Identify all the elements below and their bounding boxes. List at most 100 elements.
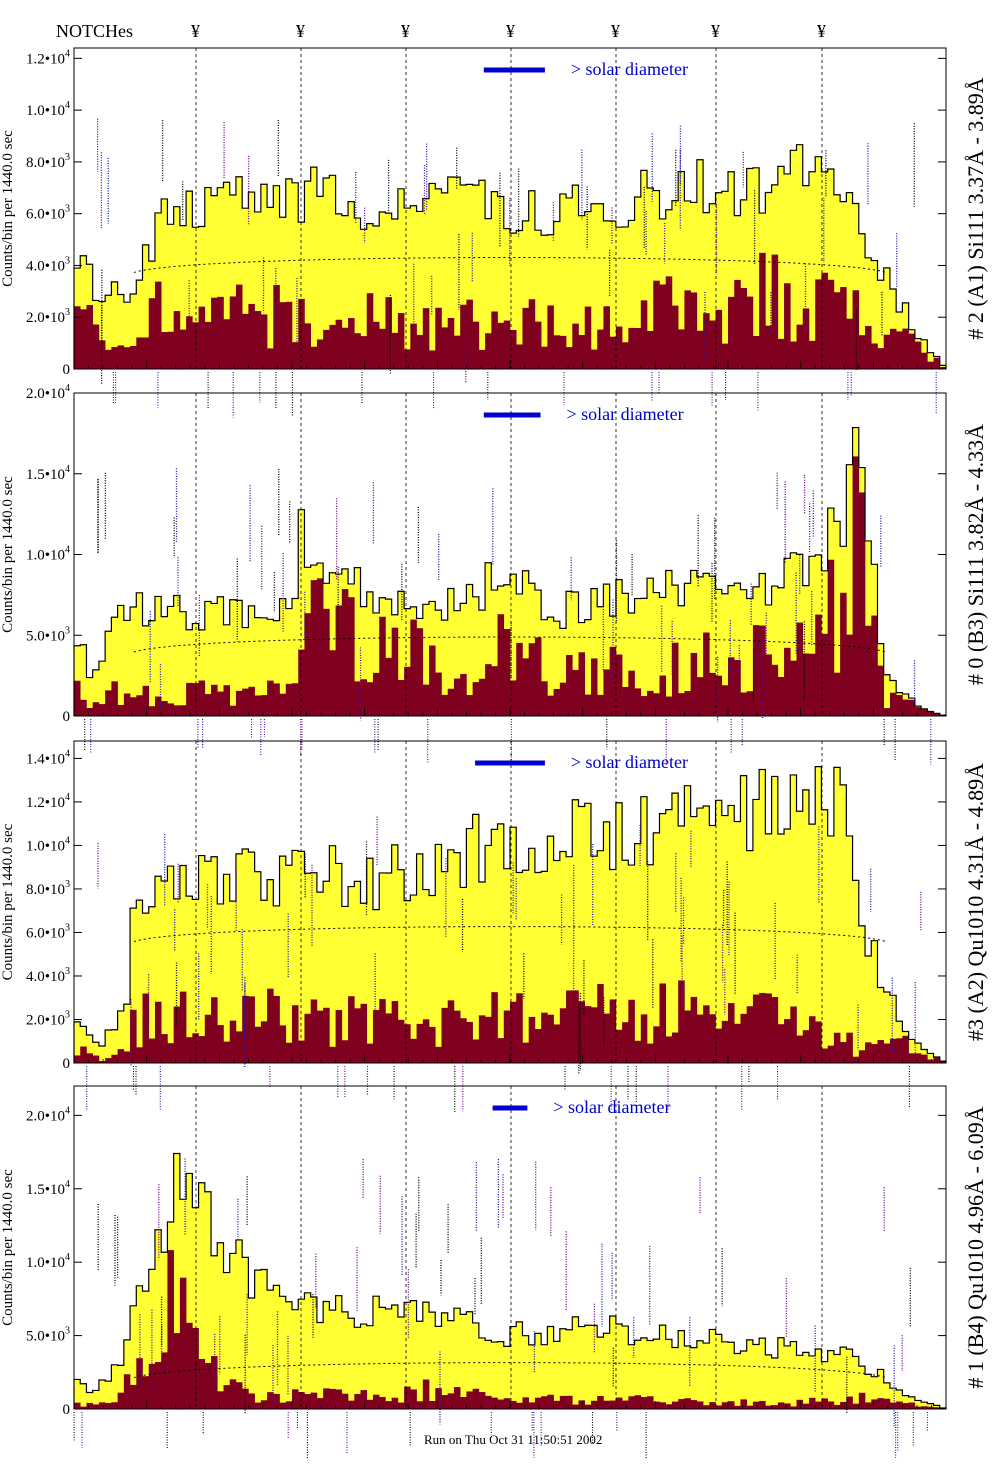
total-count-bin: [516, 872, 523, 1063]
total-count-bin: [690, 816, 698, 1063]
component-count-bin: [485, 1016, 492, 1063]
component-count-bin: [808, 340, 816, 369]
total-count-bin: [578, 1326, 586, 1409]
component-count-bin: [790, 660, 797, 716]
total-count-bin: [248, 1297, 255, 1409]
component-count-bin: [584, 1006, 592, 1063]
component-count-bin: [161, 1034, 168, 1063]
total-count-bin: [846, 464, 853, 716]
component-count-bin: [883, 708, 891, 716]
component-count-bin: [491, 311, 498, 369]
total-count-bin: [335, 863, 343, 1063]
total-count-bin: [316, 1322, 324, 1409]
component-count-bin: [385, 297, 392, 369]
component-count-bin: [833, 1404, 841, 1409]
component-count-bin: [740, 1399, 747, 1409]
total-count-bin: [528, 190, 536, 369]
component-count-bin: [416, 1023, 424, 1063]
component-count-bin: [634, 1040, 642, 1063]
total-count-bin: [229, 1253, 237, 1409]
component-count-bin: [510, 329, 517, 369]
component-count-bin: [503, 629, 511, 716]
total-count-bin: [609, 221, 617, 369]
component-count-bin: [865, 625, 872, 716]
component-count-bin: [784, 647, 791, 716]
component-count-bin: [553, 1024, 561, 1063]
component-count-bin: [460, 1018, 467, 1063]
total-count-bin: [883, 674, 891, 716]
total-count-bin: [777, 1337, 785, 1409]
solar-diameter-label: > solar diameter: [567, 404, 684, 424]
component-count-bin: [211, 684, 218, 716]
component-count-bin: [372, 1010, 380, 1063]
total-count-bin: [329, 572, 336, 716]
total-count-bin: [877, 280, 885, 369]
component-count-bin: [74, 306, 81, 369]
component-count-bin: [578, 652, 586, 716]
component-count-bin: [354, 681, 361, 716]
component-count-bin: [366, 293, 374, 369]
y-tick-label: 2.0•104: [26, 383, 70, 402]
component-count-bin: [808, 1397, 816, 1409]
component-count-bin: [914, 707, 922, 716]
total-count-bin: [472, 814, 480, 1063]
component-count-bin: [902, 699, 909, 716]
component-count-bin: [858, 492, 866, 716]
component-count-bin: [927, 1406, 934, 1409]
total-count-bin: [622, 593, 629, 716]
total-count-bin: [397, 869, 405, 1063]
component-count-bin: [933, 1407, 941, 1409]
component-count-bin: [404, 666, 411, 716]
component-count-bin: [111, 1402, 118, 1409]
component-count-bin: [852, 1403, 860, 1409]
component-count-bin: [696, 1014, 704, 1063]
total-count-bin: [186, 629, 193, 716]
total-count-bin: [784, 558, 791, 716]
total-count-bin: [740, 589, 747, 716]
component-count-bin: [715, 1405, 723, 1409]
component-count-bin: [223, 1041, 231, 1063]
component-count-bin: [671, 1032, 679, 1063]
component-count-bin: [597, 1396, 604, 1409]
total-count-bin: [534, 872, 542, 1063]
total-count-bin: [622, 226, 629, 369]
total-count-bin: [441, 620, 449, 716]
component-count-bin: [204, 694, 212, 716]
component-count-bin: [771, 664, 779, 716]
component-count-bin: [840, 592, 847, 716]
total-count-bin: [877, 1369, 885, 1409]
total-count-bin: [703, 806, 710, 1063]
total-count-bin: [516, 1321, 523, 1409]
component-count-bin: [142, 1376, 150, 1409]
total-count-bin: [765, 1354, 772, 1409]
component-count-bin: [553, 335, 561, 369]
total-count-bin: [217, 187, 224, 369]
component-count-bin: [441, 327, 449, 369]
total-count-bin: [665, 809, 673, 1063]
component-count-bin: [572, 1404, 579, 1409]
component-count-bin: [167, 1250, 174, 1409]
component-count-bin: [553, 1400, 561, 1409]
total-count-bin: [833, 767, 841, 1063]
total-count-bin: [871, 1376, 878, 1409]
total-count-bin: [528, 1344, 536, 1409]
total-count-bin: [372, 612, 380, 716]
total-count-bin: [503, 228, 511, 369]
component-count-bin: [366, 1399, 374, 1409]
component-count-bin: [603, 669, 610, 716]
component-count-bin: [510, 1001, 517, 1063]
total-count-bin: [478, 180, 486, 369]
total-count-bin: [379, 211, 386, 369]
total-count-bin: [678, 826, 685, 1063]
total-count-bin: [684, 1346, 691, 1409]
spectrum-panel-1: 0 2.0•103 4.0•103 6.0•103 8.0•103 1.0•104 1.2•…: [0, 47, 988, 418]
component-count-bin: [329, 324, 336, 369]
component-count-bin: [416, 334, 424, 369]
total-count-bin: [721, 593, 729, 716]
total-count-bin: [186, 896, 193, 1063]
total-count-bin: [142, 625, 150, 716]
total-count-bin: [491, 191, 498, 369]
total-count-bin: [659, 813, 667, 1063]
component-count-bin: [379, 328, 386, 369]
total-count-bin: [354, 567, 361, 716]
